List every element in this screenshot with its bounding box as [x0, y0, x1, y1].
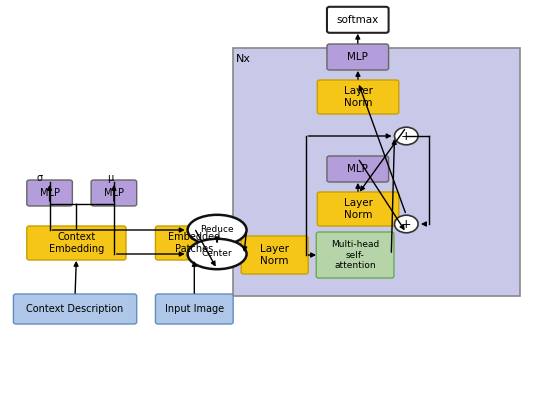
Text: MLP: MLP [347, 52, 368, 62]
Circle shape [394, 127, 418, 145]
FancyBboxPatch shape [13, 294, 137, 324]
Ellipse shape [188, 215, 247, 245]
FancyBboxPatch shape [155, 226, 233, 260]
Circle shape [394, 215, 418, 233]
Text: Nx: Nx [236, 54, 251, 64]
Text: +: + [401, 218, 412, 230]
FancyBboxPatch shape [327, 44, 389, 70]
Text: softmax: softmax [337, 15, 379, 25]
Text: Layer
Norm: Layer Norm [260, 244, 289, 266]
Text: MLP: MLP [104, 188, 124, 198]
FancyBboxPatch shape [27, 180, 72, 206]
FancyBboxPatch shape [233, 48, 520, 296]
Text: Layer
Norm: Layer Norm [344, 198, 373, 220]
Text: σ: σ [36, 173, 42, 183]
FancyBboxPatch shape [327, 156, 389, 182]
Text: Embedded
Patches: Embedded Patches [168, 232, 220, 254]
Text: Center: Center [202, 250, 233, 258]
Text: Input Image: Input Image [165, 304, 224, 314]
Text: MLP: MLP [347, 164, 368, 174]
Text: Layer
Norm: Layer Norm [344, 86, 373, 108]
FancyBboxPatch shape [317, 80, 399, 114]
Text: μ: μ [107, 173, 113, 183]
FancyBboxPatch shape [317, 192, 399, 226]
Text: MLP: MLP [40, 188, 59, 198]
FancyBboxPatch shape [27, 226, 126, 260]
FancyBboxPatch shape [327, 7, 389, 33]
FancyBboxPatch shape [316, 232, 394, 278]
FancyBboxPatch shape [241, 236, 308, 274]
Text: Reduce: Reduce [200, 226, 234, 234]
Text: Context
Embedding: Context Embedding [49, 232, 104, 254]
Ellipse shape [188, 239, 247, 269]
FancyBboxPatch shape [91, 180, 137, 206]
Text: +: + [401, 130, 412, 142]
Text: Context Description: Context Description [26, 304, 124, 314]
Text: Multi-head
self-
attention: Multi-head self- attention [331, 240, 379, 270]
FancyBboxPatch shape [155, 294, 233, 324]
